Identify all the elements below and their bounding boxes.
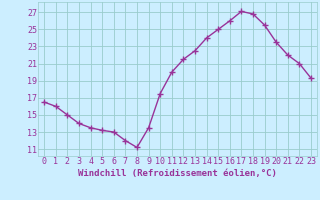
X-axis label: Windchill (Refroidissement éolien,°C): Windchill (Refroidissement éolien,°C) — [78, 169, 277, 178]
